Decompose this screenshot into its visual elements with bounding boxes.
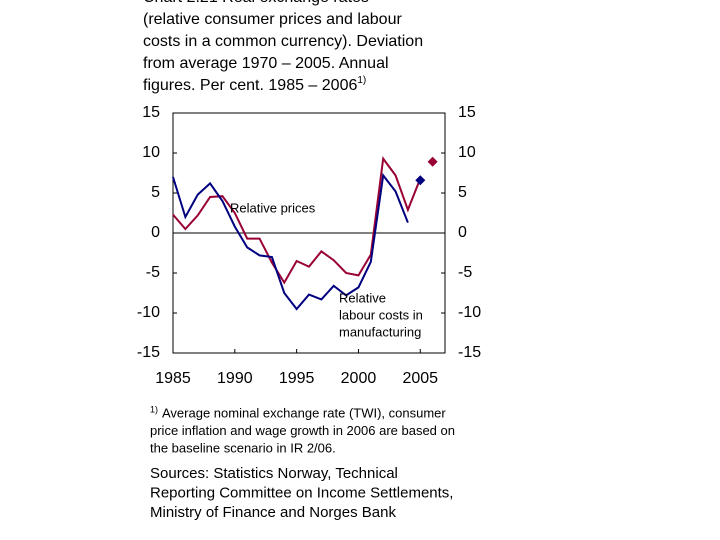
series-label: labour costs in — [339, 307, 423, 322]
y2-tick-label: 10 — [458, 144, 476, 161]
point-marker — [415, 175, 426, 186]
chart-title: (relative consumer prices and labour — [143, 11, 402, 28]
x-tick-label: 2000 — [341, 370, 377, 387]
x-tick-label: 1990 — [217, 370, 253, 387]
footnote: the baseline scenario in IR 2/06. — [150, 440, 336, 455]
footnote: Average nominal exchange rate (TWI), con… — [162, 405, 446, 420]
y2-tick-label: 15 — [458, 104, 476, 121]
chart-title: from average 1970 – 2005. Annual — [143, 55, 389, 72]
y2-tick-label: -5 — [458, 264, 472, 281]
y-tick-label: -5 — [146, 264, 160, 281]
x-tick-label: 2005 — [402, 370, 438, 387]
y-tick-label: 0 — [151, 224, 160, 241]
y-tick-label: -10 — [137, 304, 160, 321]
x-tick-label: 1985 — [155, 370, 191, 387]
y2-tick-label: 5 — [458, 184, 467, 201]
footnote-marker: 1) — [150, 404, 158, 414]
title-note: 1) — [357, 75, 366, 86]
x-tick-label: 1995 — [279, 370, 315, 387]
y2-tick-label: -10 — [458, 304, 481, 321]
chart-title: costs in a common currency). Deviation — [143, 33, 423, 50]
chart-title: Chart 2.21 Real exchange rates — [143, 0, 369, 6]
sources: Sources: Statistics Norway, Technical — [150, 465, 398, 482]
y-tick-label: 5 — [151, 184, 160, 201]
series-line — [172, 155, 422, 285]
sources: Reporting Committee on Income Settlement… — [150, 484, 453, 501]
footnote: price inflation and wage growth in 2006 … — [150, 423, 455, 438]
series-label: Relative prices — [230, 200, 316, 215]
series-label: Relative — [339, 290, 386, 305]
y2-tick-label: -15 — [458, 344, 481, 361]
sources: Ministry of Finance and Norges Bank — [150, 504, 396, 521]
y-tick-label: -15 — [137, 344, 160, 361]
series-line — [172, 172, 409, 311]
series-label: manufacturing — [339, 324, 421, 339]
point-marker — [427, 156, 438, 167]
chart-title: figures. Per cent. 1985 – 20061) — [143, 75, 366, 95]
y-tick-label: 10 — [142, 144, 160, 161]
y-tick-label: 15 — [142, 104, 160, 121]
y2-tick-label: 0 — [458, 224, 467, 241]
